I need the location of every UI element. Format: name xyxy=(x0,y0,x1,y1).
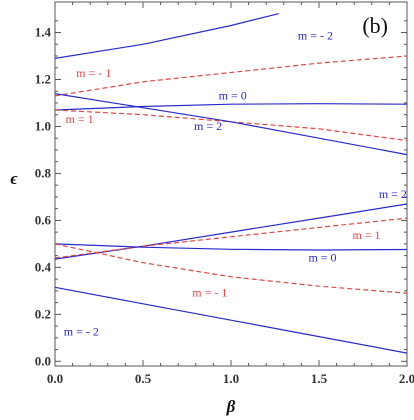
tick-group: 0.0 0.5 1.0 1.5 2.0 0.0 0.2 0.4 0.6 0.8 1.0 1.2 1.4 xyxy=(35,2,414,386)
y-tick-label: 1.2 xyxy=(35,71,51,86)
x-axis-title: β xyxy=(226,397,236,416)
x-tick-label: 1.5 xyxy=(311,371,328,386)
y-tick-label: 1.0 xyxy=(35,118,51,133)
x-tick-label: 0.5 xyxy=(135,371,152,386)
curve-label: m = - 1 xyxy=(192,286,227,300)
y-tick-label: 1.4 xyxy=(35,25,52,40)
curve-label: m = - 2 xyxy=(298,29,333,43)
series-line-8 xyxy=(54,243,408,251)
x-tick-label: 2.0 xyxy=(399,371,414,386)
curve-label: m = 2 xyxy=(194,119,222,133)
series-line-10 xyxy=(54,286,408,354)
series-group xyxy=(54,13,408,354)
series-line-9 xyxy=(54,243,408,294)
x-tick-label: 0.0 xyxy=(47,371,63,386)
y-tick-label: 0.6 xyxy=(35,212,52,227)
x-tick-label: 1.0 xyxy=(223,371,239,386)
plot-frame xyxy=(54,1,408,367)
panel-label: (b) xyxy=(362,13,388,38)
curve-label: m = 0 xyxy=(308,250,336,264)
curve-label: m = - 2 xyxy=(64,324,99,338)
series-line-7 xyxy=(54,217,408,259)
curve-label: m = 2 xyxy=(379,187,407,201)
series-line-1 xyxy=(54,13,279,59)
curve-label: m = - 1 xyxy=(76,66,111,80)
y-tick-label: 0.2 xyxy=(35,306,51,321)
curve-label: m = 1 xyxy=(66,112,94,126)
series-line-5 xyxy=(54,93,408,156)
y-tick-label: 0.4 xyxy=(35,259,52,274)
y-tick-label: 0.0 xyxy=(35,353,51,368)
series-line-2 xyxy=(54,55,408,97)
y-tick-label: 0.8 xyxy=(35,165,52,180)
curve-label: m = 0 xyxy=(219,88,247,102)
series-line-4 xyxy=(54,109,408,142)
series-line-3 xyxy=(54,103,408,111)
curve-label: m = 1 xyxy=(352,228,380,242)
annotation-group: m = - 2 m = - 1 m = 0 m = 1 m = 2 m = 2 m = 1 m… xyxy=(64,29,407,339)
y-axis-title: ϵ xyxy=(10,169,18,188)
